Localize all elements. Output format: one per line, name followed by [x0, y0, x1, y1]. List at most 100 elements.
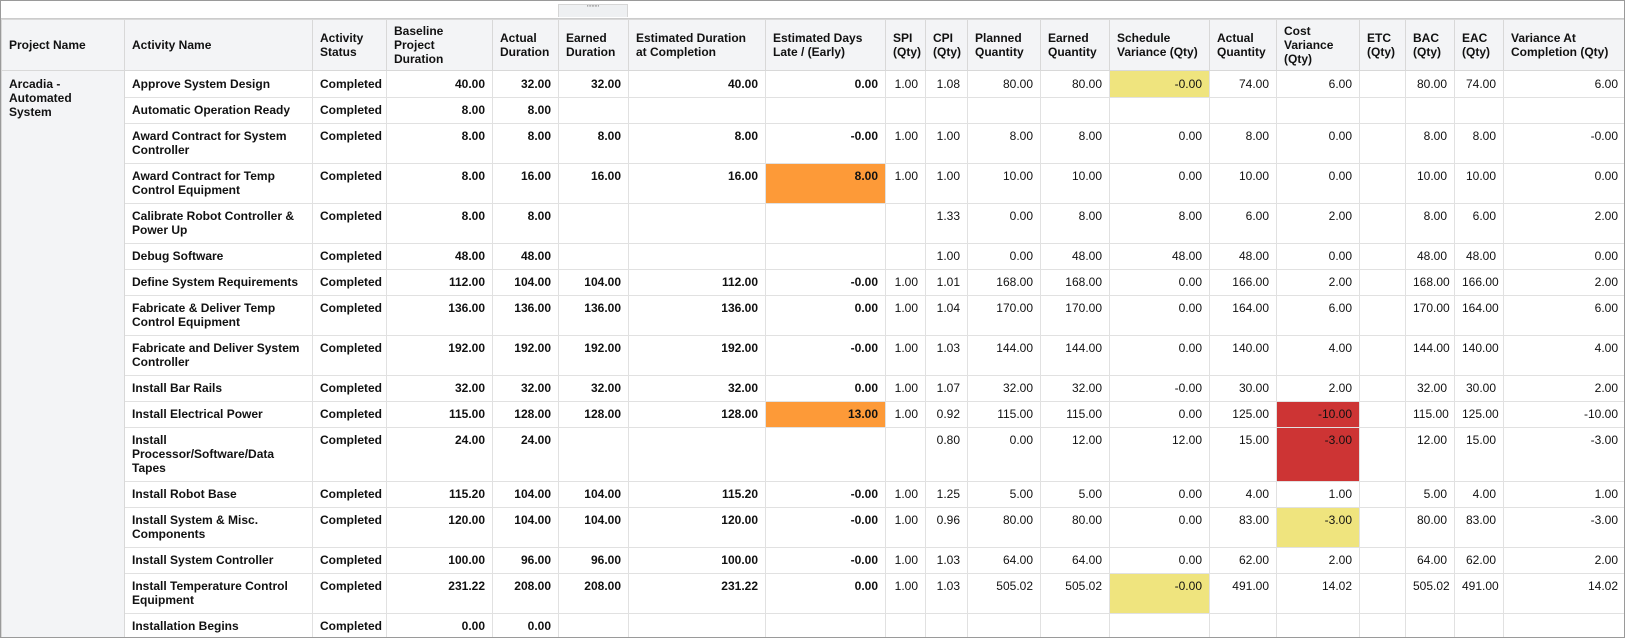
cell: -0.00	[765, 507, 886, 548]
cell: 5.00	[1040, 481, 1110, 508]
cell: Fabricate and Deliver System Controller	[124, 335, 313, 376]
column-header: Variance At Completion (Qty)	[1503, 19, 1624, 71]
cell: 1.04	[925, 295, 968, 336]
cell: 104.00	[558, 269, 629, 296]
cell: -10.00	[1503, 401, 1624, 428]
column-header: Estimated Days Late / (Early)	[765, 19, 886, 71]
cell: 80.00	[1040, 507, 1110, 548]
cell: Completed	[312, 123, 387, 164]
cell: 144.00	[1040, 335, 1110, 376]
cell: 6.00	[1503, 70, 1624, 98]
cell: 2.00	[1503, 269, 1624, 296]
cell: 48.00	[1209, 243, 1277, 270]
cell: 0.00	[765, 295, 886, 336]
cell: 192.00	[492, 335, 559, 376]
empty-cell	[1109, 97, 1210, 124]
cell: 6.00	[1503, 295, 1624, 336]
cell: 13.00	[765, 401, 886, 428]
cell: -3.00	[1276, 427, 1360, 482]
cell: 0.00	[1109, 401, 1210, 428]
cell: 115.20	[386, 481, 493, 508]
cell: 64.00	[1405, 547, 1455, 574]
resize-handle[interactable]: ''''''''	[558, 4, 628, 17]
cell: Install System Controller	[124, 547, 313, 574]
cell: 1.00	[885, 481, 926, 508]
empty-cell	[1359, 481, 1406, 508]
table-row: Install System Controller Completed 100.00…	[2, 547, 1624, 574]
cell: 112.00	[628, 269, 766, 296]
cell: Install Temperature Control Equipment	[124, 573, 313, 614]
cell: 62.00	[1454, 547, 1504, 574]
cell: 48.00	[386, 243, 493, 270]
cell: 8.00	[1040, 203, 1110, 244]
cell: 1.00	[925, 163, 968, 204]
cell: Automatic Operation Ready	[124, 97, 313, 124]
cell: 140.00	[1454, 335, 1504, 376]
empty-cell	[1454, 613, 1504, 637]
cell: 40.00	[628, 70, 766, 98]
table-row: Debug Software Completed 48.00 48.00 1.00 0.0…	[2, 243, 1624, 270]
empty-cell	[1359, 203, 1406, 244]
cell: 96.00	[558, 547, 629, 574]
cell: 104.00	[558, 507, 629, 548]
cell: 104.00	[492, 269, 559, 296]
cell: 64.00	[1040, 547, 1110, 574]
cell: -0.00	[765, 481, 886, 508]
empty-cell	[628, 203, 766, 244]
empty-cell	[925, 97, 968, 124]
cell: 100.00	[386, 547, 493, 574]
cell: -3.00	[1276, 507, 1360, 548]
cell: 2.00	[1276, 547, 1360, 574]
cell: 170.00	[1405, 295, 1455, 336]
table-row: Define System Requirements Completed 112.0…	[2, 269, 1624, 296]
cell: 74.00	[1209, 70, 1277, 98]
cell: Completed	[312, 401, 387, 428]
cell: 32.00	[967, 375, 1041, 402]
cell: 0.92	[925, 401, 968, 428]
cell: Completed	[312, 335, 387, 376]
cell: 4.00	[1276, 335, 1360, 376]
cell: 1.00	[885, 547, 926, 574]
cell: 2.00	[1503, 547, 1624, 574]
cell: 1.00	[1276, 481, 1360, 508]
empty-cell	[765, 427, 886, 482]
column-header: Actual Duration	[492, 19, 559, 71]
cell: 30.00	[1454, 375, 1504, 402]
column-header: Estimated Duration at Completion	[628, 19, 766, 71]
cell: 208.00	[492, 573, 559, 614]
cell: 120.00	[628, 507, 766, 548]
cell: 166.00	[1209, 269, 1277, 296]
cell: 16.00	[628, 163, 766, 204]
cell: 12.00	[1040, 427, 1110, 482]
cell: Install Processor/Software/Data Tapes	[124, 427, 313, 482]
table-row: Calibrate Robot Controller & Power Up Com…	[2, 203, 1624, 244]
cell: 2.00	[1503, 203, 1624, 244]
cell: 1.01	[925, 269, 968, 296]
cell: 168.00	[1405, 269, 1455, 296]
column-header: Actual Quantity	[1209, 19, 1277, 71]
cell: 491.00	[1454, 573, 1504, 614]
table-row: Install Processor/Software/Data Tapes Com…	[2, 427, 1624, 482]
data-table: Project Name Activity Name Activity Status…	[1, 19, 1624, 637]
cell: 80.00	[1405, 507, 1455, 548]
cell: 505.02	[1405, 573, 1455, 614]
cell: 32.00	[628, 375, 766, 402]
cell: 0.00	[1109, 335, 1210, 376]
table-row: Install Temperature Control Equipment Com…	[2, 573, 1624, 614]
cell: 80.00	[967, 70, 1041, 98]
cell: 164.00	[1209, 295, 1277, 336]
cell: 10.00	[1454, 163, 1504, 204]
cell: 4.00	[1454, 481, 1504, 508]
cell: Completed	[312, 481, 387, 508]
cell: 8.00	[386, 97, 493, 124]
cell: Completed	[312, 573, 387, 614]
cell: Install Electrical Power	[124, 401, 313, 428]
cell: 112.00	[386, 269, 493, 296]
table-row: Installation Begins Completed 0.00 0.00	[2, 613, 1624, 637]
cell: -0.00	[765, 547, 886, 574]
cell: 8.00	[765, 163, 886, 204]
empty-cell	[1359, 613, 1406, 637]
cell: -0.00	[765, 269, 886, 296]
empty-cell	[1359, 547, 1406, 574]
